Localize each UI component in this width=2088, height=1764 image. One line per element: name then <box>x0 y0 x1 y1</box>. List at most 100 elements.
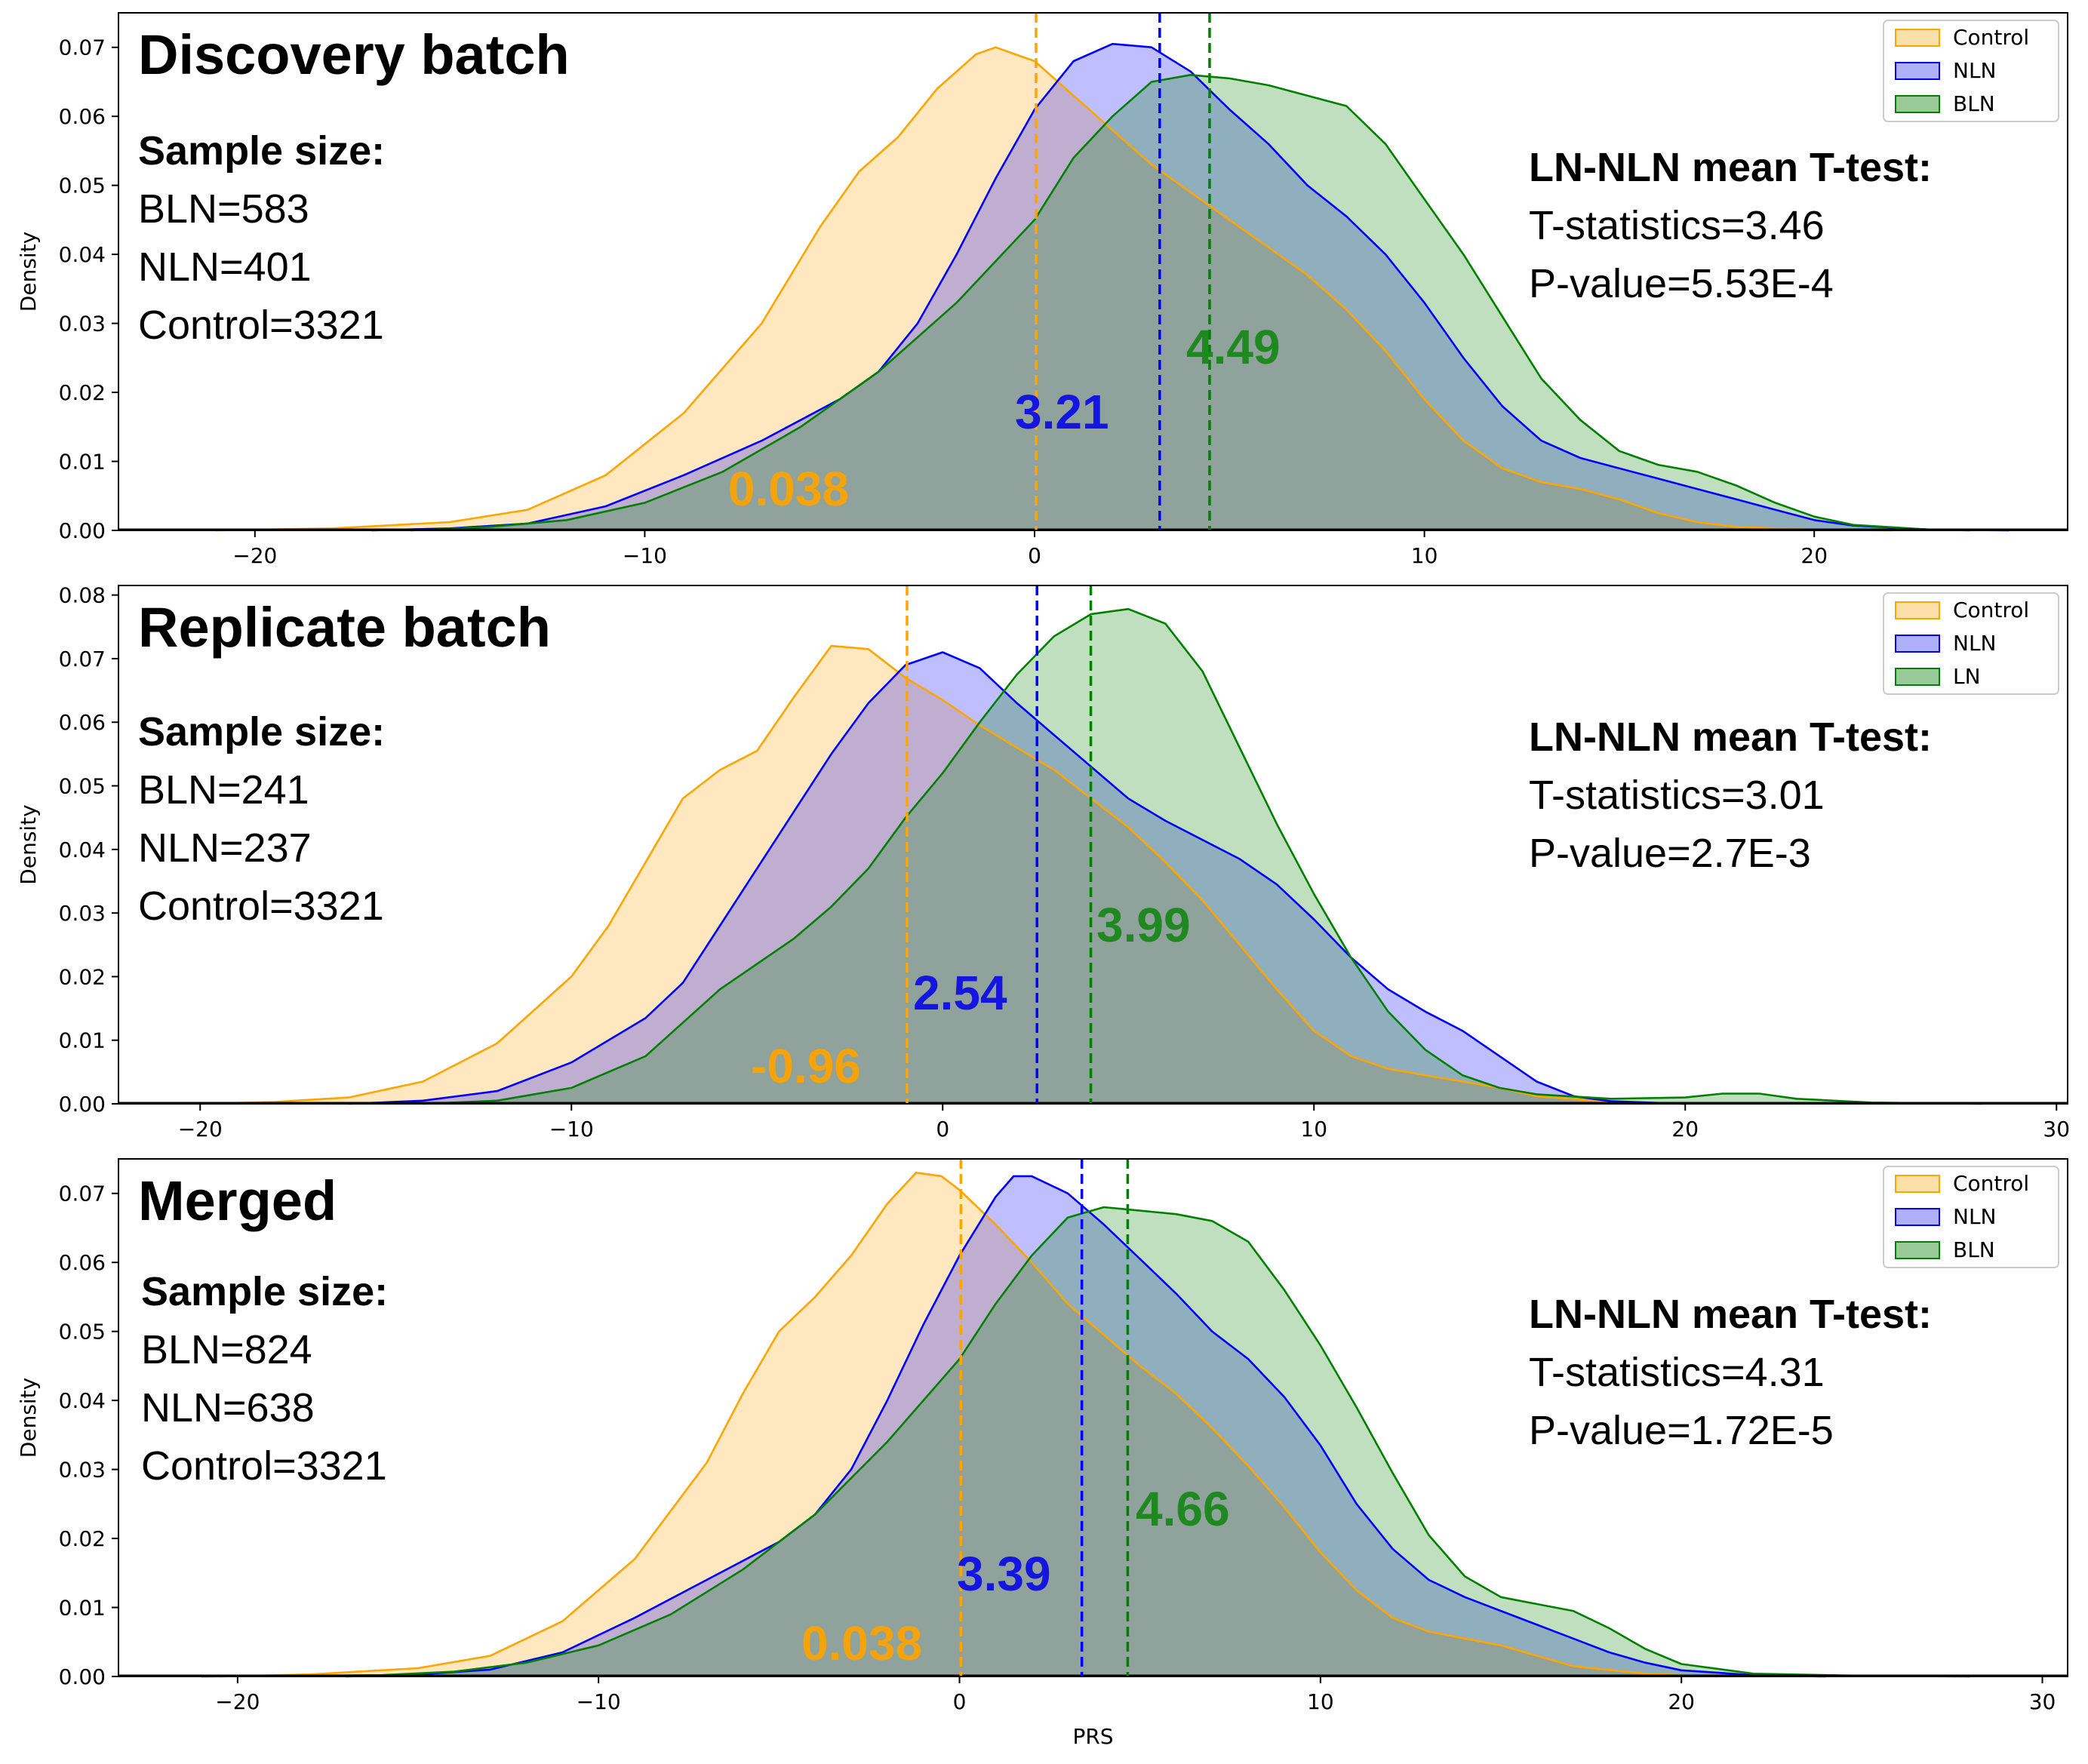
sample-size-line: NLN=401 <box>138 244 312 290</box>
ttest-heading: LN-NLN mean T-test: <box>1529 715 1932 760</box>
sample-size-line: Control=3321 <box>141 1443 387 1489</box>
legend-swatch-ln <box>1895 668 1940 686</box>
mean-label-control: 0.038 <box>801 1616 922 1670</box>
ttest-line: T-statistics=3.01 <box>1529 773 1825 818</box>
legend-swatch-bln <box>1895 1241 1940 1259</box>
x-tick-label: 30 <box>2029 1689 2056 1714</box>
ttest-line: T-statistics=3.46 <box>1529 203 1825 248</box>
x-tick-label: 0 <box>953 1689 967 1714</box>
mean-label-bln: 4.49 <box>1186 320 1281 374</box>
ttest-line: P-value=1.72E-5 <box>1529 1408 1834 1453</box>
y-tick-label: 0.00 <box>59 518 106 543</box>
legend-label: NLN <box>1953 58 1997 83</box>
sample-size-line: NLN=638 <box>141 1385 315 1431</box>
sample-size-line: NLN=237 <box>138 825 312 871</box>
ttest-heading: LN-NLN mean T-test: <box>1529 1292 1932 1337</box>
axes-frame <box>118 1158 2068 1677</box>
x-tick-label: 30 <box>2043 1117 2070 1142</box>
ttest-line: P-value=5.53E-4 <box>1529 261 1834 306</box>
density-area-nln <box>346 1175 1826 1676</box>
y-tick-label: 0.07 <box>59 35 106 60</box>
x-tick-label: −20 <box>215 1689 260 1714</box>
density-line-control <box>216 46 1893 532</box>
mean-label-nln: 3.39 <box>957 1547 1051 1601</box>
legend-label: LN <box>1953 664 1981 689</box>
axes-frame <box>118 12 2068 531</box>
mean-label-nln: 2.54 <box>913 966 1007 1020</box>
legend-label: Control <box>1953 598 2029 622</box>
x-tick-label: 10 <box>1307 1689 1334 1714</box>
axes-frame <box>118 585 2068 1105</box>
x-tick-label: 20 <box>1671 1117 1699 1142</box>
density-line-nln <box>346 1175 1826 1678</box>
legend: Control NLN BLN <box>1883 20 2059 122</box>
y-tick-label: 0.01 <box>59 1028 106 1053</box>
x-tick-label: 10 <box>1300 1117 1327 1142</box>
density-area-nln <box>371 44 2010 530</box>
y-tick-label: 0.07 <box>59 1182 106 1206</box>
y-tick-label: 0.04 <box>59 837 106 862</box>
y-tick-label: 0.02 <box>59 380 106 405</box>
y-tick-label: 0.02 <box>59 964 106 989</box>
legend: Control NLN LN <box>1883 592 2059 695</box>
legend-swatch-nln <box>1895 62 1940 80</box>
density-area-bln <box>201 1207 1970 1676</box>
legend-label: BLN <box>1953 1237 1995 1262</box>
y-tick-label: 0.06 <box>59 104 106 129</box>
legend-swatch-bln <box>1895 95 1940 113</box>
mean-label-ln: 3.99 <box>1096 898 1191 952</box>
legend-label: NLN <box>1953 1204 1997 1229</box>
x-tick-label: 20 <box>1668 1689 1695 1714</box>
y-tick-label: 0.01 <box>59 1596 106 1621</box>
y-tick-label: 0.07 <box>59 647 106 671</box>
ttest-line: P-value=2.7E-3 <box>1529 831 1811 876</box>
sample-size-line: Control=3321 <box>138 884 384 929</box>
legend-label: NLN <box>1953 631 1997 656</box>
density-line-ln <box>423 607 1982 1105</box>
y-axis-label: Density <box>16 232 41 312</box>
density-line-control <box>200 644 1686 1105</box>
chart-panel-2: −20 −10 0 10 20 30 0.00 0.01 0.02 0.03 0.04 0.05 0.0… <box>16 583 2070 1142</box>
y-tick-label: 0.03 <box>59 1458 106 1483</box>
y-tick-label: 0.08 <box>59 583 106 608</box>
panel-title: Replicate batch <box>138 596 551 659</box>
y-tick-label: 0.05 <box>59 174 106 198</box>
sample-size-line: BLN=824 <box>141 1327 312 1372</box>
density-line-nln <box>348 651 1686 1105</box>
sample-size-heading: Sample size: <box>138 128 385 174</box>
panel-title: Merged <box>138 1169 337 1232</box>
mean-label-nln: 3.21 <box>1015 385 1109 439</box>
legend-label: Control <box>1953 1171 2029 1196</box>
ttest-heading: LN-NLN mean T-test: <box>1529 145 1932 190</box>
y-tick-label: 0.03 <box>59 312 106 337</box>
density-line-bln <box>411 74 1970 532</box>
y-tick-label: 0.04 <box>59 242 106 267</box>
x-tick-label: −10 <box>623 543 667 568</box>
legend: Control NLN BLN <box>1883 1166 2059 1268</box>
x-tick-label: −20 <box>178 1117 223 1142</box>
legend-swatch-nln <box>1895 1208 1940 1226</box>
density-area-control <box>200 646 1686 1104</box>
legend-swatch-control <box>1895 601 1940 619</box>
legend-swatch-control <box>1895 29 1940 47</box>
density-area-bln <box>411 75 1970 531</box>
sample-size-line: BLN=241 <box>138 767 309 813</box>
mean-label-control: -0.96 <box>751 1039 861 1093</box>
y-tick-label: 0.03 <box>59 901 106 926</box>
density-area-nln <box>349 652 1686 1104</box>
chart-panel-3: −20 −10 0 10 20 30 0.00 0.01 0.02 0.03 0.04 0.05 0.0… <box>16 1158 2068 1749</box>
sample-size-heading: Sample size: <box>138 709 385 754</box>
y-tick-label: 0.00 <box>59 1092 106 1117</box>
y-tick-label: 0.01 <box>59 450 106 475</box>
mean-label-bln: 4.66 <box>1136 1482 1230 1536</box>
legend-label: BLN <box>1953 91 1995 116</box>
x-tick-label: 20 <box>1800 543 1828 568</box>
sample-size-line: Control=3321 <box>138 303 384 348</box>
density-area-ln <box>423 609 1982 1104</box>
chart-panel-1: −20 −10 0 10 20 0.00 0.01 0.02 0.03 0.04 0.05 0.06 0… <box>16 12 2068 568</box>
y-tick-label: 0.04 <box>59 1388 106 1413</box>
x-tick-label: −20 <box>232 543 277 568</box>
density-area-control <box>219 1172 1717 1676</box>
sample-size-heading: Sample size: <box>141 1269 388 1314</box>
